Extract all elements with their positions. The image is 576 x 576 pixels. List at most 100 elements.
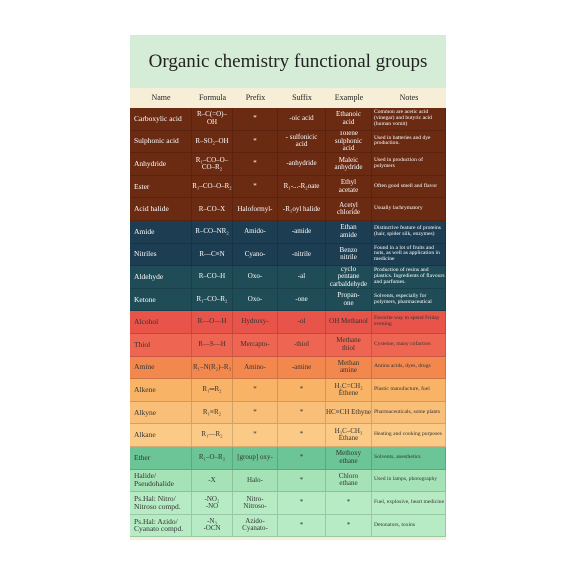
table-cell: cyclo pentane carbaldehyde [326, 266, 372, 289]
table-cell: -amine [278, 356, 326, 380]
table-cell: Cyano- [233, 243, 278, 267]
table-cell: Often good smell and flavor [372, 175, 446, 199]
table-cell: Ethan amide [326, 220, 372, 244]
table-cell: Detonators, toxins [372, 514, 446, 538]
table-cell: -X [192, 469, 233, 493]
table-cell: * [233, 153, 278, 176]
table-cell: [group] oxy- [233, 446, 278, 470]
table-cell: R₁–O–R₂ [192, 446, 233, 470]
table-cell: -amide [278, 220, 326, 244]
table-cell: Found in a lot of fruits and nuts, as we… [372, 243, 446, 267]
table-cell: * [278, 469, 326, 493]
table-cell: R₁–CO–O–R₂ [192, 175, 233, 199]
table-cell: Halo- [233, 469, 278, 493]
table-cell: R—S—H [192, 333, 233, 357]
table-cell: Alkyne [130, 401, 192, 425]
table-cell: Example [334, 92, 364, 102]
table-cell: Propan- one [326, 288, 372, 312]
table-cell: * [233, 424, 278, 447]
table-cell: Common are acetic acid (vinegar) and but… [372, 108, 446, 131]
table-cell: Used in batteries and dye production. [372, 130, 446, 154]
table-cell: Suffix [292, 92, 312, 102]
table-cell: Amide [130, 220, 192, 244]
table-cell: Azido- Cyanato- [233, 514, 278, 538]
table-cell: Amido- [233, 220, 278, 244]
table-cell: Ps.Hal: Nitro/ Nitroso compd. [130, 492, 192, 515]
table-cell: Acid halide [130, 198, 192, 221]
table-cell: Methoxy ethane [326, 446, 372, 470]
table-cell: Alkane [130, 424, 192, 447]
table-cell: Amino acids, dyes, drugs [372, 356, 446, 380]
table-cell: -anhydride [278, 153, 326, 176]
table-cell: Ester [130, 175, 192, 199]
table-cell: Ketone [130, 288, 192, 312]
table-cell: -N₃ -OCN [192, 514, 233, 538]
table-cell: Halide/ Pseudohalide [130, 469, 192, 493]
table-cell: Prefix [245, 92, 266, 102]
table-cell: Name [151, 92, 171, 102]
table-cell: -oic acid [278, 108, 326, 131]
table-cell: * [326, 492, 372, 515]
table-cell: Favorite way to spend Friday evening [372, 311, 446, 334]
table-cell: HC≡CH Ethyne [326, 401, 372, 425]
table-cell: * [278, 379, 326, 402]
table-cell: Used in production of polymers [372, 153, 446, 176]
table-cell: Fuel, explosive, heart medicine [372, 492, 446, 515]
table-cell: * [233, 175, 278, 199]
table-cell: R₁–CO–O–CO–R₂ [192, 153, 233, 176]
table-cell: Alkene [130, 379, 192, 402]
title: Organic chemistry functional groups [130, 35, 446, 88]
table-cell: Thiol [130, 333, 192, 357]
table-cell: Ps.Hal: Azido/ Cyanato compd. [130, 514, 192, 538]
table-cell: Solvents, anesthetics [372, 446, 446, 470]
table-cell: R–SO₂–OH [192, 130, 233, 154]
table-cell: Solvents, especially for polymers, pharm… [372, 288, 446, 312]
table-cell: Haloformyl- [233, 198, 278, 221]
table-cell: Anhydride [130, 153, 192, 176]
table-cell: -NO₂ -NO [192, 492, 233, 515]
table-cell: Benzo nitrile [326, 243, 372, 267]
table-cell: Methane thiol [326, 333, 372, 357]
table-cell: Formula [198, 92, 227, 102]
table-cell: H₃C–CH₃ Ethane [326, 424, 372, 447]
table-cell: Sulphonic acid [130, 130, 192, 154]
table-cell: R—C≡N [192, 243, 233, 267]
table-cell: Ethyl acetate [326, 175, 372, 199]
table-cell: -one [278, 288, 326, 312]
table-cell: R–CO–NR₂ [192, 220, 233, 244]
table-cell: * [326, 514, 372, 538]
table-cell: * [233, 108, 278, 131]
table-cell: * [278, 424, 326, 447]
table-cell: Distinctive feature of proteins (hair, s… [372, 220, 446, 244]
table-cell: * [278, 492, 326, 515]
table-cell: Amino- [233, 356, 278, 380]
table-cell: R–C(=O)–OH [192, 108, 233, 131]
table-cell: Acetyl chloride [326, 198, 372, 221]
table-cell: R₁≡R₂ [192, 401, 233, 425]
table-cell: Usually lachrymatory [372, 198, 446, 221]
table-cell: * [278, 446, 326, 470]
table-cell: Aldehyde [130, 266, 192, 289]
table-cell: Notes [399, 92, 419, 102]
poster: Organic chemistry functional groups Name… [130, 35, 446, 540]
table-cell: -al [278, 266, 326, 289]
table-cell: Maleic anhydride [326, 153, 372, 176]
table-cell: Chloro ethane [326, 469, 372, 493]
table-cell: Alcohol [130, 311, 192, 334]
table-cell: Mercapto- [233, 333, 278, 357]
table-cell: Nitro- Nitroso- [233, 492, 278, 515]
table-cell: R₁═R₂ [192, 379, 233, 402]
table-cell: -ol [278, 311, 326, 334]
table-cell: Used in lamps, photography [372, 469, 446, 493]
table-cell: - sulfonicic acid [278, 130, 326, 154]
table-cell: -R₁oyl halide [278, 198, 326, 221]
table-cell: Amine [130, 356, 192, 380]
table-cell: Plastic manufacture, fuel [372, 379, 446, 402]
table-cell: H₂C=CH₂ Ethene [326, 379, 372, 402]
table-cell: R–CO–H [192, 266, 233, 289]
table-cell: R–CO–X [192, 198, 233, 221]
table-cell: R—O—H [192, 311, 233, 334]
table-cell: Pharmaceuticals, some plants [372, 401, 446, 425]
table-cell: Production of resins and plastics. Ingre… [372, 266, 446, 289]
table-cell: OH Methanol [326, 311, 372, 334]
